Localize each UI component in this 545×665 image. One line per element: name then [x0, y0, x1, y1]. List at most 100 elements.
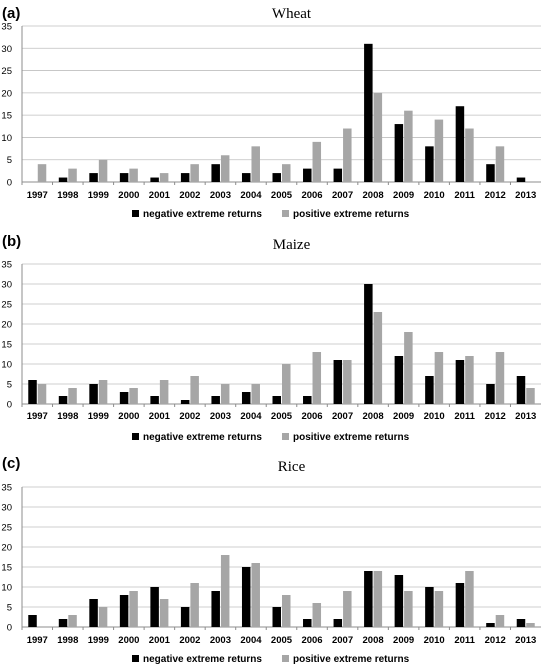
- chart-title: Maize: [273, 237, 311, 253]
- y-tick-label: 30: [1, 503, 12, 514]
- bar-positive-2009: [404, 591, 413, 627]
- bar-positive-2008: [373, 571, 383, 627]
- chart-panel-wheat: (a) Wheat 0 5 10 15 20 25 30 35 1997 1998 1999 2000 20…: [1, 5, 541, 220]
- legend-label: positive extreme returns: [293, 654, 410, 665]
- bar-negative-2011: [455, 106, 465, 182]
- bar-positive-2005: [282, 595, 291, 627]
- y-tick-label: 30: [1, 44, 12, 55]
- bar-positive-2007: [343, 591, 352, 627]
- bar-positive-2004: [251, 563, 260, 627]
- x-tick-label: 1999: [88, 635, 109, 646]
- y-tick-label: 35: [1, 22, 12, 33]
- x-tick-label: 1997: [27, 190, 48, 201]
- chart-title: Rice: [278, 459, 306, 475]
- bar-negative-2006: [303, 396, 312, 404]
- bar-positive-2010: [434, 352, 444, 404]
- y-tick-label: 20: [1, 88, 12, 99]
- x-tick-label: 2005: [271, 411, 293, 422]
- bar-positive-2001: [159, 380, 169, 404]
- bar-negative-2008: [364, 43, 373, 183]
- x-tick-label: 2012: [485, 411, 506, 422]
- bar-negative-2001: [150, 587, 159, 627]
- x-tick-label: 2011: [454, 635, 475, 646]
- bar-negative-2004: [241, 392, 251, 404]
- bar-positive-2010: [434, 591, 444, 627]
- bar-negative-2009: [394, 356, 404, 404]
- y-tick-label: 10: [1, 360, 12, 371]
- bar-negative-2013: [516, 177, 526, 182]
- x-tick-label: 2003: [210, 190, 231, 201]
- x-tick-label: 2009: [393, 635, 414, 646]
- x-tick-label: 2006: [301, 635, 322, 646]
- y-tick-label: 15: [1, 563, 12, 574]
- x-tick-label: 2011: [454, 190, 475, 201]
- bar-negative-2012: [486, 623, 495, 627]
- x-tick-label: 2001: [149, 635, 171, 646]
- legend-swatch-negative: [132, 655, 139, 662]
- bar-negative-2003: [211, 396, 220, 404]
- bar-negative-2010: [425, 146, 434, 182]
- bar-positive-1999: [98, 607, 108, 627]
- x-tick-label: 2005: [271, 635, 293, 646]
- x-tick-label: 2011: [454, 411, 475, 422]
- bar-negative-2010: [425, 376, 434, 404]
- y-tick-label: 15: [1, 111, 12, 122]
- y-tick-label: 20: [1, 543, 12, 554]
- bar-negative-2009: [394, 124, 404, 182]
- y-tick-label: 5: [7, 155, 12, 166]
- bar-positive-1999: [98, 380, 108, 404]
- bar-negative-1997: [28, 615, 37, 627]
- bar-negative-2006: [303, 619, 312, 627]
- y-tick-label: 10: [1, 133, 12, 144]
- bar-negative-2010: [425, 587, 434, 627]
- legend-label: positive extreme returns: [293, 209, 410, 220]
- y-tick-label: 35: [1, 260, 12, 271]
- x-tick-label: 1998: [57, 190, 78, 201]
- bar-negative-2007: [333, 619, 343, 627]
- chart-panel-maize: (b) Maize 0 5 10 15 20 25 30 35 1997 1998 1999 2000 20…: [1, 233, 541, 443]
- legend-label: negative extreme returns: [143, 654, 262, 665]
- bar-positive-2006: [312, 352, 322, 404]
- bar-positive-2012: [495, 352, 505, 404]
- legend: negative extreme returns positive extreme…: [132, 209, 410, 220]
- bar-positive-2009: [404, 110, 413, 182]
- x-tick-label: 1998: [57, 635, 78, 646]
- legend: negative extreme returns positive extreme…: [132, 654, 410, 665]
- x-tick-label: 2013: [515, 635, 536, 646]
- bar-negative-2005: [272, 173, 281, 182]
- bar-negative-1999: [89, 173, 98, 182]
- x-tick-label: 2012: [485, 635, 506, 646]
- bar-positive-2001: [159, 599, 169, 627]
- x-tick-label: 2001: [149, 190, 171, 201]
- bar-positive-2003: [220, 155, 230, 182]
- legend: negative extreme returns positive extreme…: [132, 432, 410, 443]
- bar-positive-2004: [251, 146, 260, 182]
- x-tick-label: 2004: [240, 190, 262, 201]
- bar-negative-2013: [516, 376, 526, 404]
- bar-negative-2004: [241, 173, 251, 182]
- bar-positive-2000: [129, 168, 138, 182]
- x-tick-label: 2001: [149, 411, 171, 422]
- bar-negative-2006: [303, 168, 312, 182]
- legend-swatch-negative: [132, 210, 139, 217]
- bar-positive-2008: [373, 312, 383, 404]
- legend-swatch-positive: [282, 210, 289, 217]
- bar-positive-2010: [434, 119, 444, 182]
- bar-positive-2007: [343, 360, 352, 404]
- x-tick-label: 2007: [332, 411, 353, 422]
- bar-positive-2000: [129, 591, 138, 627]
- bar-positive-1998: [68, 615, 77, 627]
- x-tick-label: 2002: [179, 411, 200, 422]
- y-tick-label: 0: [7, 400, 12, 411]
- bar-negative-2011: [455, 360, 465, 404]
- bar-negative-1998: [58, 177, 68, 182]
- bar-positive-2000: [129, 388, 138, 404]
- x-tick-label: 2000: [118, 635, 139, 646]
- bar-negative-2007: [333, 360, 343, 404]
- bar-negative-2001: [150, 396, 159, 404]
- x-tick-label: 2000: [118, 411, 139, 422]
- x-tick-label: 2008: [363, 635, 384, 646]
- bar-positive-2001: [159, 173, 169, 182]
- y-tick-label: 5: [7, 380, 12, 391]
- bar-negative-2002: [180, 173, 190, 182]
